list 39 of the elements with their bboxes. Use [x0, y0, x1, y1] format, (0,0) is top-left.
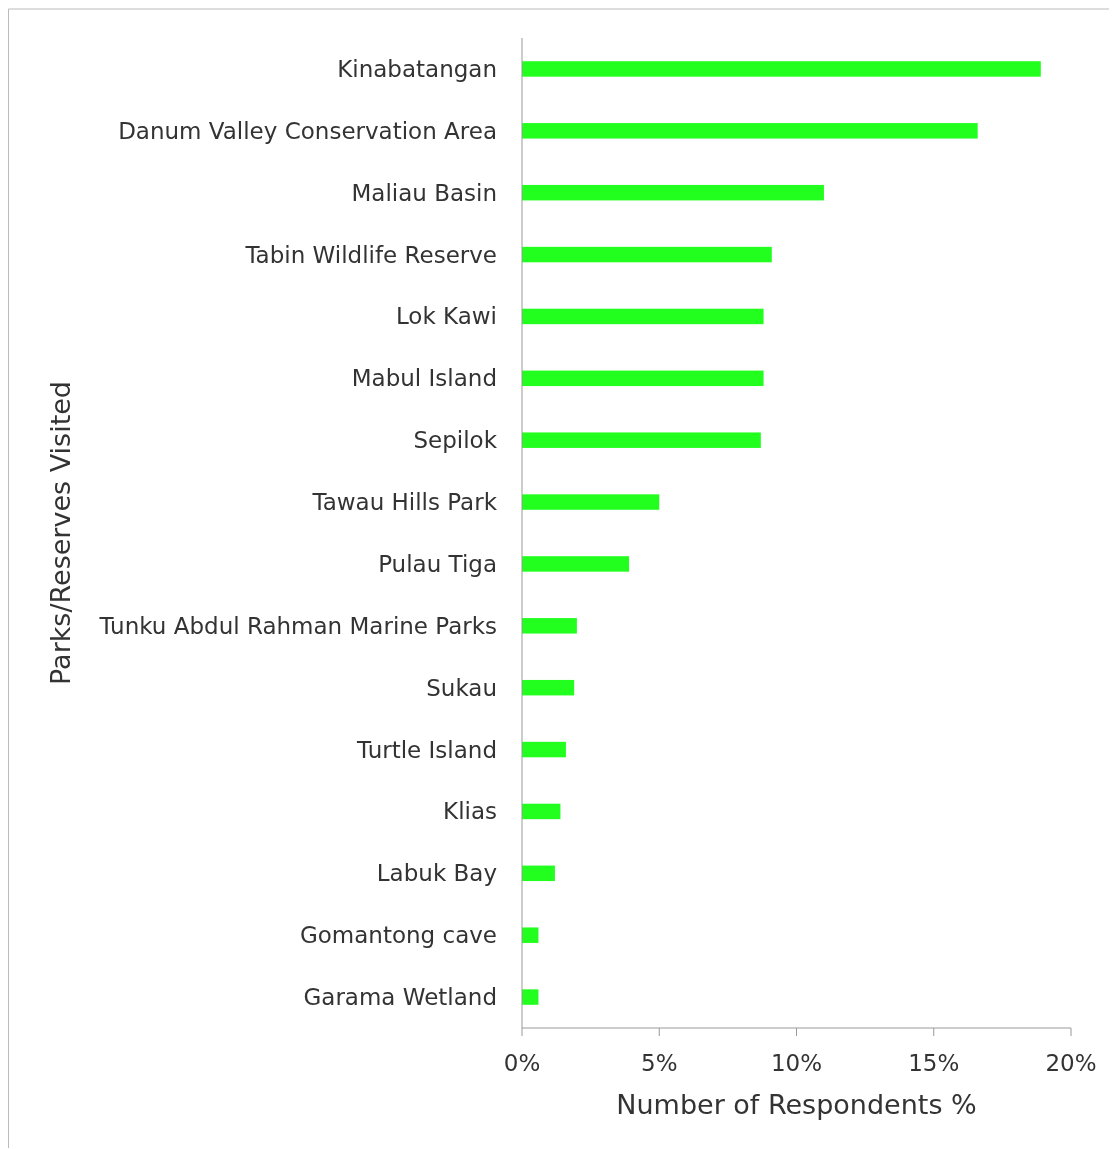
- y-tick-label: Maliau Basin: [351, 179, 497, 206]
- y-tick-label: Sepilok: [413, 427, 498, 454]
- bar: [522, 308, 764, 325]
- bar: [522, 432, 761, 448]
- y-tick-label: Tunku Abdul Rahman Marine Parks: [98, 612, 497, 639]
- bar: [522, 679, 575, 696]
- bar: [522, 184, 824, 201]
- bar: [522, 494, 660, 510]
- y-tick-label: Mabul Island: [351, 365, 497, 392]
- y-tick-label: Tabin Wildlife Reserve: [244, 241, 497, 268]
- bar: [522, 556, 630, 572]
- y-tick-label: Gomantong cave: [299, 922, 497, 949]
- bar: [522, 61, 1041, 77]
- x-tick-label: 15%: [908, 1050, 960, 1076]
- y-tick-label: Lok Kawi: [395, 303, 497, 330]
- x-axis-title: Number of Respondents %: [616, 1089, 977, 1120]
- y-tick-label: Labuk Bay: [376, 860, 497, 887]
- x-tick-label: 5%: [641, 1050, 678, 1076]
- bar: [522, 123, 978, 139]
- x-tick-label: 0%: [503, 1050, 541, 1076]
- y-tick-label: Turtle Island: [356, 736, 497, 763]
- y-axis-title: Parks/Reserves Visited: [45, 381, 76, 685]
- x-tick-label: 10%: [770, 1050, 823, 1076]
- bar: [522, 741, 566, 758]
- x-tick-label: 20%: [1045, 1050, 1097, 1076]
- bar: [522, 865, 555, 882]
- y-tick-label: Sukau: [426, 674, 497, 701]
- y-tick-label: Tawau Hills Park: [311, 489, 498, 516]
- y-tick-label: Danum Valley Conservation Area: [118, 117, 497, 144]
- y-tick-label: Klias: [443, 798, 497, 825]
- bar: [522, 989, 539, 1005]
- bar: [522, 618, 577, 634]
- bar: [522, 246, 772, 263]
- y-tick-label: Garama Wetland: [303, 984, 497, 1011]
- bar: [522, 803, 561, 820]
- y-tick-label: Kinabatangan: [337, 55, 497, 82]
- bar: [522, 927, 539, 943]
- bar: [522, 370, 764, 387]
- y-tick-label: Pulau Tiga: [378, 550, 497, 577]
